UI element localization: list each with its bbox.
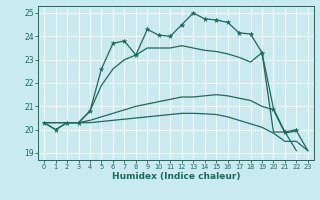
X-axis label: Humidex (Indice chaleur): Humidex (Indice chaleur) — [112, 172, 240, 181]
